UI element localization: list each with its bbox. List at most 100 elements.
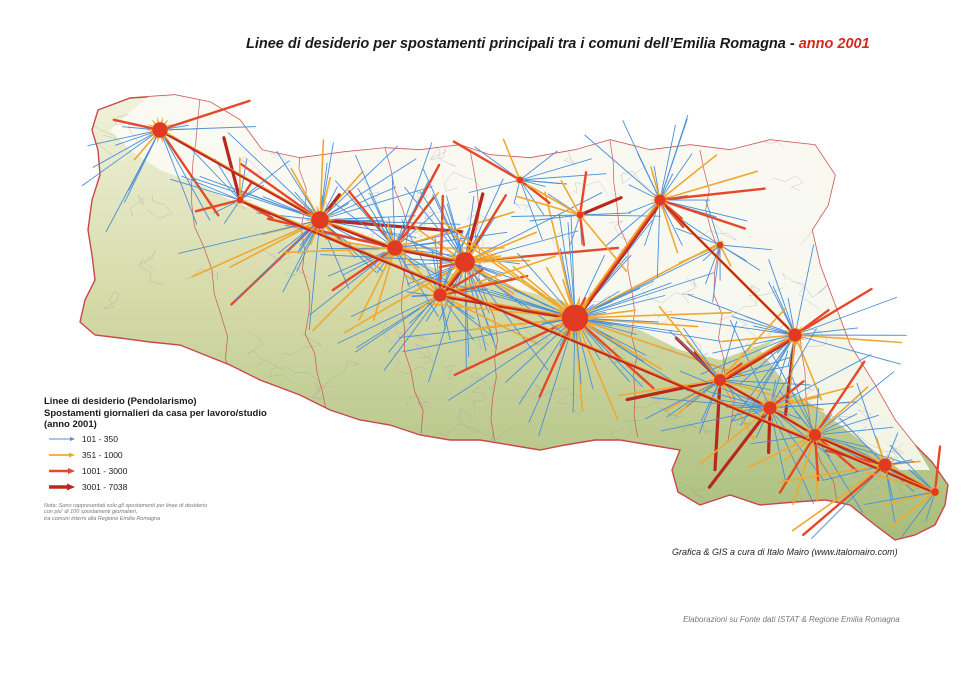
- desire-line: [889, 491, 936, 528]
- desire-line: [769, 350, 789, 409]
- corridor-line: [161, 131, 323, 223]
- desire-line: [659, 124, 676, 201]
- desire-line: [719, 338, 758, 381]
- desire-line: [769, 354, 872, 409]
- desire-line: [700, 334, 796, 375]
- commune-boundary: [621, 164, 649, 189]
- desire-line: [358, 247, 396, 321]
- commune-boundary: [326, 429, 349, 442]
- commune-boundary: [411, 222, 427, 240]
- desire-line: [762, 334, 796, 386]
- desire-line: [452, 140, 522, 182]
- desire-line: [814, 371, 895, 436]
- hub-marker: [873, 453, 897, 477]
- desire-line: [505, 317, 576, 383]
- commune-boundary: [519, 384, 544, 401]
- commune-boundary: [412, 182, 427, 208]
- desire-line: [574, 245, 722, 319]
- desire-line: [884, 491, 936, 506]
- commune-boundary: [933, 279, 948, 300]
- desire-line: [512, 265, 576, 319]
- desire-line: [814, 434, 870, 449]
- desire-line: [439, 255, 556, 296]
- province-boundary: [469, 149, 498, 442]
- desire-line: [813, 360, 866, 437]
- desire-line: [81, 129, 161, 187]
- desire-line: [463, 194, 507, 264]
- hub-marker: [447, 244, 483, 280]
- hub-marker: [381, 234, 409, 262]
- desire-line: [335, 180, 396, 249]
- title-main: Linee di desiderio per spostamenti princ…: [246, 36, 795, 52]
- desire-line: [558, 214, 576, 319]
- legend-swatch-1: [48, 434, 76, 444]
- hub-marker: [783, 323, 807, 347]
- legend-swatch-3: [48, 466, 76, 476]
- desire-line: [768, 380, 805, 410]
- corridor-line: [321, 221, 398, 251]
- commune-boundary: [641, 283, 690, 304]
- commune-boundary: [468, 372, 498, 390]
- desire-line: [199, 176, 321, 221]
- commune-boundary: [927, 183, 945, 211]
- desire-line: [768, 281, 796, 336]
- desire-line: [239, 160, 290, 201]
- commune-boundary: [838, 143, 860, 155]
- commune-boundary: [475, 117, 500, 129]
- commune-boundary: [732, 314, 758, 349]
- corridor-line: [576, 201, 663, 321]
- desire-line: [158, 99, 251, 132]
- commune-boundary: [80, 295, 81, 317]
- desire-line: [766, 406, 772, 454]
- hub-marker: [304, 204, 336, 236]
- commune-boundary: [699, 223, 737, 241]
- hub-marker: [650, 190, 670, 210]
- desire-line: [747, 434, 816, 469]
- desire-line: [656, 199, 661, 278]
- commune-boundary: [638, 506, 653, 523]
- desire-line: [276, 150, 321, 221]
- commune-boundary: [477, 124, 512, 142]
- desire-line: [574, 311, 733, 319]
- commune-boundary: [115, 114, 139, 143]
- commune-boundary: [471, 387, 487, 413]
- desire-line: [266, 217, 397, 250]
- desire-line: [705, 244, 721, 285]
- desire-line: [519, 179, 545, 216]
- commune-boundary: [630, 460, 654, 479]
- desire-line: [519, 179, 546, 187]
- desire-line: [791, 464, 886, 532]
- commune-boundary: [458, 408, 482, 434]
- desire-line: [658, 187, 766, 202]
- commune-boundary: [246, 329, 263, 361]
- desire-line: [439, 294, 538, 345]
- desire-line: [194, 198, 242, 213]
- commune-boundary: [401, 441, 416, 474]
- commune-boundary: [281, 331, 322, 356]
- commune-boundary: [103, 291, 120, 309]
- desire-line: [490, 289, 576, 319]
- commune-boundary: [405, 395, 434, 410]
- commune-boundary: [311, 381, 323, 400]
- desire-line: [584, 134, 661, 201]
- desire-line: [753, 325, 796, 336]
- desire-line: [719, 379, 824, 411]
- desire-line: [700, 379, 721, 422]
- commune-boundary: [539, 387, 572, 401]
- hub-marker: [804, 424, 826, 446]
- hub-marker: [709, 369, 731, 391]
- desire-line: [659, 199, 679, 254]
- desire-line: [709, 397, 771, 409]
- hub-marker: [428, 283, 452, 307]
- desire-line: [719, 244, 772, 251]
- desire-line: [290, 168, 321, 221]
- hub-marker: [928, 485, 942, 499]
- commune-boundary: [443, 172, 482, 192]
- desire-line: [181, 175, 241, 201]
- desire-line: [659, 199, 748, 222]
- commune-boundary: [185, 269, 218, 281]
- desire-line: [529, 214, 581, 222]
- legend-title-3: (anno 2001): [44, 419, 97, 430]
- desire-line: [605, 199, 661, 247]
